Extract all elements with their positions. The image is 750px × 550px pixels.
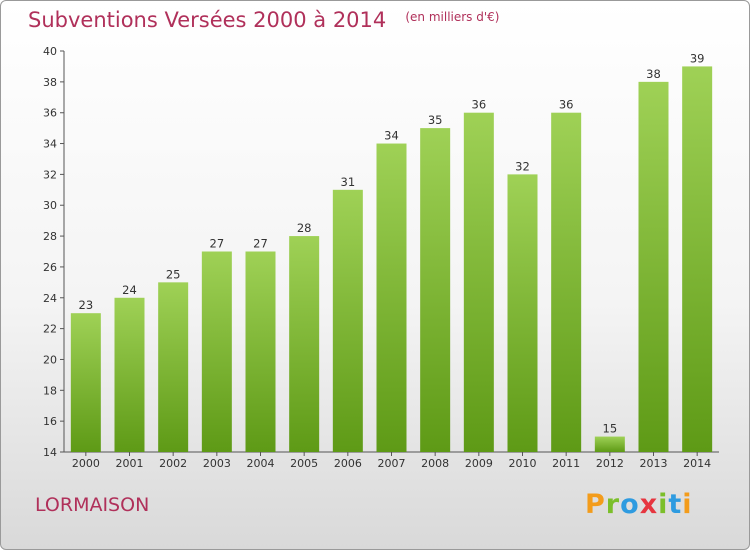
- x-tick-label: 2002: [159, 457, 187, 470]
- bar: [420, 128, 451, 452]
- y-tick-label: 16: [43, 415, 57, 428]
- bar: [201, 251, 232, 452]
- y-tick-label: 28: [43, 230, 57, 243]
- data-label: 32: [515, 159, 530, 173]
- y-tick-label: 40: [43, 45, 57, 58]
- bar: [158, 282, 189, 452]
- title-row: Subventions Versées 2000 à 2014 (en mill…: [28, 8, 499, 32]
- x-tick-label: 2009: [465, 457, 493, 470]
- data-label: 34: [384, 129, 399, 143]
- labels: 2000 23 2001 24 2002 25 2003 27 2004 27 2005 28 2006…: [72, 51, 711, 470]
- y-tick-label: 20: [43, 353, 57, 366]
- x-tick-label: 2001: [116, 457, 144, 470]
- y-tick-label: 36: [43, 107, 57, 120]
- logo-letter: t: [668, 489, 683, 520]
- bar: [551, 112, 582, 452]
- y-tick-label: 22: [43, 323, 57, 336]
- logo-letter: i: [658, 489, 669, 520]
- data-label: 28: [297, 221, 312, 235]
- data-label: 35: [428, 113, 443, 127]
- logo-letter: r: [605, 489, 621, 520]
- data-label: 15: [603, 422, 618, 436]
- data-label: 27: [210, 237, 225, 251]
- bar: [682, 66, 713, 452]
- bar: [376, 143, 407, 453]
- x-tick-label: 2004: [247, 457, 275, 470]
- bar: [245, 251, 276, 452]
- bars: [70, 66, 713, 453]
- bar: [289, 236, 320, 452]
- y-tick-label: 32: [43, 168, 57, 181]
- x-tick-label: 2012: [596, 457, 624, 470]
- x-tick-label: 2007: [378, 457, 406, 470]
- chart-subtitle: (en milliers d'€): [405, 10, 500, 24]
- x-tick-label: 2008: [421, 457, 449, 470]
- axes: 14 16 18 20 22 24 26 28 30 32 34 36 38 40: [43, 45, 719, 459]
- bar: [594, 436, 625, 452]
- y-tick-label: 14: [43, 446, 57, 459]
- bar: [507, 174, 538, 452]
- logo-letter: P: [585, 489, 606, 520]
- bar: [114, 297, 145, 452]
- logo-letter: i: [682, 489, 693, 520]
- x-tick-label: 2014: [683, 457, 711, 470]
- y-tick-label: 38: [43, 76, 57, 89]
- data-label: 31: [341, 175, 356, 189]
- bar: [70, 313, 101, 452]
- y-tick-label: 34: [43, 138, 57, 151]
- bar: [332, 189, 363, 453]
- logo-letter: x: [639, 489, 659, 520]
- logo-letter: o: [620, 489, 640, 520]
- data-label: 25: [166, 267, 181, 281]
- x-tick-label: 2006: [334, 457, 362, 470]
- x-tick-label: 2011: [552, 457, 580, 470]
- x-tick-label: 2003: [203, 457, 231, 470]
- data-label: 36: [472, 98, 487, 112]
- y-tick-label: 18: [43, 384, 57, 397]
- x-tick-label: 2010: [509, 457, 537, 470]
- data-label: 24: [122, 283, 137, 297]
- data-label: 38: [646, 67, 661, 81]
- commune-name: LORMAISON: [35, 494, 150, 516]
- x-tick-label: 2013: [640, 457, 668, 470]
- data-label: 23: [79, 298, 94, 312]
- y-tick-label: 30: [43, 199, 57, 212]
- y-tick-label: 26: [43, 261, 57, 274]
- x-tick-label: 2000: [72, 457, 100, 470]
- x-tick-label: 2005: [290, 457, 318, 470]
- data-label: 27: [253, 237, 268, 251]
- chart-title: Subventions Versées 2000 à 2014: [28, 8, 387, 32]
- bar: [638, 81, 669, 452]
- data-label: 36: [559, 98, 574, 112]
- bar: [463, 112, 494, 452]
- data-label: 39: [690, 51, 705, 65]
- proxiti-logo: Proxiti: [585, 489, 693, 520]
- y-tick-label: 24: [43, 292, 57, 305]
